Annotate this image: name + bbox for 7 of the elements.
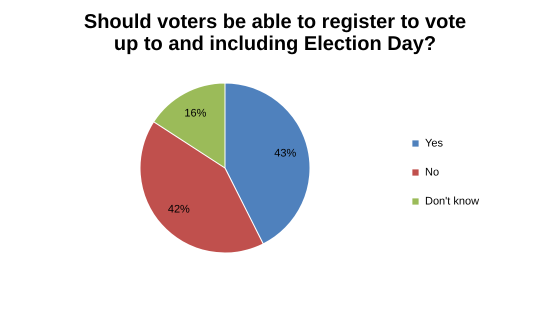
data-label: 16%	[184, 108, 207, 120]
legend-label: Don't know	[425, 196, 480, 208]
legend-label: No	[425, 166, 440, 178]
data-label: 43%	[274, 148, 297, 160]
data-label: 42%	[168, 203, 190, 216]
chart-title: Should voters be able to register to vote up to and including Election Day?	[84, 11, 466, 55]
legend-label: Yes	[425, 138, 444, 150]
